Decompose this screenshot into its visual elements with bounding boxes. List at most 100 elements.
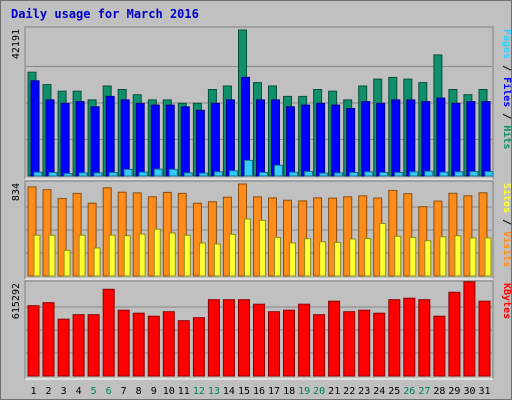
x-tick-label-day-17: 17 [268,386,280,397]
bar-kbytes-day-18 [283,309,295,377]
bar-kbytes-day-13 [207,299,220,377]
bar-files-day-16 [256,99,265,177]
bar-files-day-26 [406,99,416,177]
bar-pages-day-24 [379,172,389,177]
legend-separator: / [501,213,511,231]
bar-sites-day-26 [409,236,417,277]
bar-sites-day-1 [33,234,41,277]
bar-visits-day-18 [283,199,292,277]
bar-sites-day-28 [439,236,447,277]
bar-files-day-7 [120,99,130,177]
y-axis-max-label: 834 [11,183,22,201]
legend-separator: / [501,59,511,77]
x-tick-label-day-1: 1 [30,386,36,397]
x-tick-label-day-16: 16 [253,386,265,397]
bar-pages-day-21 [334,172,344,177]
x-tick-label-day-25: 25 [388,386,400,397]
bar-sites-day-24 [379,223,387,277]
bar-files-day-23 [361,101,371,177]
bar-pages-day-27 [424,170,434,177]
bar-kbytes-day-12 [192,317,205,377]
bar-kbytes-day-25 [388,299,401,377]
x-tick-label-day-31: 31 [478,386,490,397]
x-tick-label-day-4: 4 [76,386,82,397]
bar-visits-day-22 [343,196,353,277]
bar-files-day-8 [135,102,145,177]
bar-files-day-25 [391,99,401,177]
bar-pages-day-28 [439,171,449,177]
bar-kbytes-day-15 [238,299,250,377]
x-tick-label-day-29: 29 [448,386,460,397]
bar-pages-day-23 [364,171,374,177]
x-tick-label-day-11: 11 [178,386,190,397]
panel-kbytes: 615292 KBytes [11,280,511,380]
bar-sites-day-8 [138,233,146,277]
bar-pages-day-26 [409,171,419,177]
bar-sites-day-14 [228,233,236,277]
bar-sites-day-18 [289,242,296,277]
bar-sites-day-15 [244,218,251,277]
bar-kbytes-day-8 [132,312,145,377]
bar-pages-day-4 [78,172,88,177]
bar-visits-day-12 [192,202,202,277]
bar-visits-day-25 [388,189,398,277]
bar-pages-day-9 [153,168,163,177]
x-tick-label-day-10: 10 [163,386,175,397]
bar-kbytes-day-22 [343,311,356,377]
bar-visits-day-6 [102,187,112,277]
bar-pages-day-2 [48,172,58,177]
bar-sites-day-16 [259,219,266,277]
bar-files-day-27 [421,101,431,177]
bar-sites-day-20 [319,241,327,277]
bar-kbytes-day-31 [478,300,491,377]
bar-pages-day-30 [469,171,479,177]
bar-pages-day-14 [228,170,238,177]
bar-files-day-30 [466,101,476,177]
bar-visits-day-26 [403,193,413,277]
panel-visits-sites: 834 Sites / Visits [11,180,511,280]
legend-item-files: Files [501,77,511,107]
bar-visits-day-3 [57,198,67,277]
bar-visits-day-21 [328,197,338,277]
bar-files-day-18 [286,106,295,177]
legend-separator: / [501,107,511,125]
x-tick-label-day-28: 28 [433,386,445,397]
x-tick-label-day-24: 24 [373,386,385,397]
bar-pages-day-16 [259,172,268,177]
bar-pages-day-7 [123,168,133,177]
x-tick-label-day-22: 22 [343,386,355,397]
bar-files-day-20 [316,102,326,177]
bar-pages-day-8 [138,171,148,177]
bar-pages-day-5 [93,172,103,177]
bar-files-day-2 [45,99,55,177]
y-axis-max-label: 42191 [11,29,22,59]
x-tick-label-day-26: 26 [403,386,415,397]
chart-panels: 42191 Pages / Files / Hits 834 Sites / Visi… [11,26,511,380]
bar-sites-day-4 [78,234,86,277]
bar-files-day-19 [301,104,311,177]
x-tick-label-day-7: 7 [121,386,127,397]
bar-files-day-6 [105,95,115,177]
bar-sites-day-23 [364,238,372,277]
bar-visits-day-2 [42,189,52,277]
bar-kbytes-day-9 [147,315,160,377]
bar-sites-day-11 [183,234,191,277]
bar-files-day-1 [30,80,40,177]
bar-kbytes-day-20 [313,314,326,377]
bar-kbytes-day-11 [177,320,190,377]
bar-sites-day-17 [274,236,281,277]
bar-files-day-21 [331,104,341,177]
bar-kbytes-day-21 [328,300,341,377]
bar-files-day-4 [75,101,85,177]
x-tick-label-day-27: 27 [418,386,430,397]
bar-pages-day-10 [168,168,178,177]
bar-pages-day-11 [183,172,193,177]
bar-pages-day-19 [304,171,314,177]
legend-item-pages: Pages [501,29,511,59]
x-axis-day-labels: 1 2 3 4 5 6 7 8 9 10 11 12 13 14 15 16 17 18 19 20 21 22 23 24 2… [30,386,490,397]
x-tick-label-day-13: 13 [208,386,220,397]
bar-visits-day-30 [463,195,473,277]
legend-item-visits: Visits [501,231,511,267]
bar-kbytes-day-23 [358,309,371,377]
